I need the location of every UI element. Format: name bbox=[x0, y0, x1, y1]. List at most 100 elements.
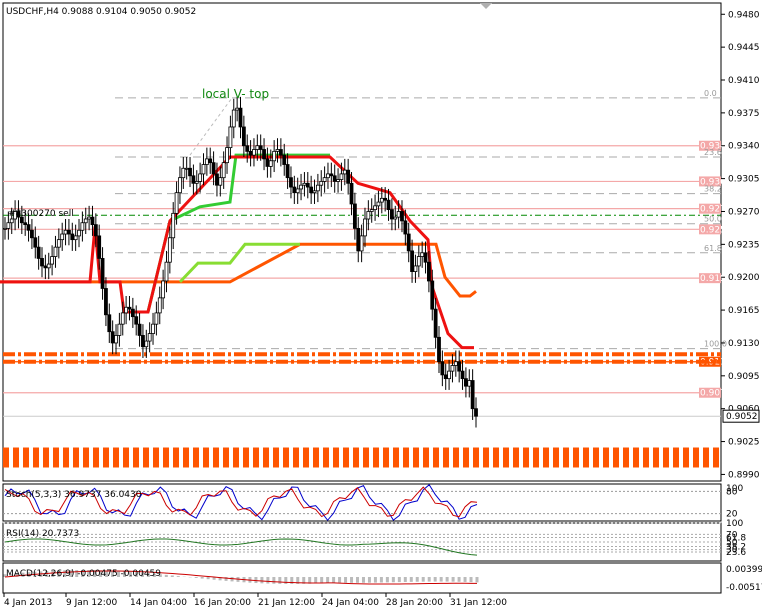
time-tick-label: 28 Jan 20:00 bbox=[386, 598, 443, 607]
candle-body bbox=[342, 169, 347, 175]
time-tick-label: 24 Jan 04:00 bbox=[322, 598, 379, 607]
candle-body bbox=[252, 149, 256, 156]
price-tick-label: 0.9410 bbox=[728, 76, 760, 86]
candle-body bbox=[359, 235, 364, 252]
price-tick-label: 0.9480 bbox=[728, 10, 760, 20]
candle-body bbox=[326, 173, 330, 179]
candle-body bbox=[117, 323, 122, 336]
candle-body bbox=[467, 380, 472, 387]
rsi-axis-label: 30 bbox=[726, 546, 738, 556]
candle-body bbox=[423, 252, 428, 263]
light-green-stop-line bbox=[178, 242, 300, 283]
candle-body bbox=[167, 237, 172, 263]
candle-body bbox=[198, 173, 203, 182]
candle-body bbox=[346, 169, 351, 184]
candle-body bbox=[255, 145, 260, 150]
candles bbox=[3, 96, 478, 428]
level-tag bbox=[699, 387, 721, 398]
candle-body bbox=[147, 333, 152, 342]
candle-body bbox=[464, 378, 468, 387]
candle-body bbox=[130, 308, 135, 318]
candle-body bbox=[386, 199, 391, 211]
candle-body bbox=[124, 306, 129, 314]
fib-label: 38.2 bbox=[704, 185, 722, 194]
candle-body bbox=[16, 211, 21, 218]
candle-body bbox=[379, 197, 384, 203]
level-tag bbox=[699, 273, 721, 284]
price-tick-label: 0.8990 bbox=[728, 470, 760, 480]
candle-body bbox=[50, 256, 54, 265]
rsi-label: RSI(14) 20.7373 bbox=[6, 529, 79, 539]
candle-body bbox=[440, 361, 445, 376]
candle-body bbox=[30, 229, 34, 239]
level-tag bbox=[699, 176, 721, 187]
candle-body bbox=[36, 246, 41, 259]
candle-body bbox=[235, 107, 240, 111]
candle-body bbox=[460, 370, 465, 380]
price-tick-label: 0.9130 bbox=[728, 339, 760, 349]
current-price-box bbox=[722, 409, 760, 423]
candle-body bbox=[144, 340, 149, 348]
macd-signal-line bbox=[4, 570, 478, 585]
candle-body bbox=[272, 150, 277, 162]
candle-body bbox=[194, 181, 199, 184]
time-tick-label: 14 Jan 04:00 bbox=[130, 598, 187, 607]
candle-body bbox=[164, 261, 169, 282]
candle-body bbox=[40, 258, 44, 267]
price-tick-label: 0.9025 bbox=[728, 438, 760, 448]
price-tick-label: 0.9095 bbox=[728, 372, 760, 382]
candle-body bbox=[134, 316, 139, 325]
current-price-label: 0.9052 bbox=[726, 412, 758, 422]
candle-body bbox=[450, 365, 455, 372]
candle-body bbox=[9, 218, 14, 224]
candle-body bbox=[26, 224, 31, 231]
red-stop-line bbox=[0, 155, 474, 350]
candle-body bbox=[110, 331, 115, 344]
candle-body bbox=[90, 216, 95, 226]
candle-body bbox=[426, 261, 431, 282]
rsi-axis-label: 38.2 bbox=[726, 542, 746, 552]
shift-marker-icon[interactable] bbox=[480, 3, 492, 9]
candle-body bbox=[285, 164, 290, 179]
horizontal-levels: 0.9340 0.9302 0.9273 0.9251 0.9199 0.9110 0.90… bbox=[3, 140, 732, 468]
candle-body bbox=[447, 370, 451, 380]
candle-body bbox=[141, 335, 145, 348]
level-tag-label: 0.9340 bbox=[700, 142, 732, 152]
rsi-axis-label: 61.8 bbox=[726, 534, 746, 544]
candle-body bbox=[33, 237, 38, 248]
candle-body bbox=[181, 167, 186, 179]
candle-body bbox=[319, 181, 324, 186]
level-tag-label: 0.9251 bbox=[700, 225, 732, 235]
candle-body bbox=[262, 149, 266, 160]
stoch-axis-label: 20 bbox=[726, 510, 738, 520]
orange-stop-line bbox=[0, 242, 477, 298]
candle-body bbox=[356, 227, 361, 252]
macd-axis-label: -0.00517 bbox=[726, 583, 762, 593]
stoch-signal-line bbox=[4, 486, 478, 518]
price-tick-label: 0.9165 bbox=[728, 306, 760, 316]
candle-body bbox=[221, 162, 226, 179]
macd-axis-label: 0.00399 bbox=[726, 565, 762, 575]
candle-body bbox=[410, 250, 414, 272]
macd-label: MACD(12,26,9) -0.00475 -0.00459 bbox=[6, 569, 161, 579]
candle-body bbox=[275, 149, 280, 152]
candle-body bbox=[389, 209, 394, 220]
candle-body bbox=[120, 312, 125, 325]
candle-body bbox=[299, 184, 303, 190]
candle-body bbox=[208, 158, 213, 164]
symbol-header: USDCHF,H4 0.9088 0.9104 0.9050 0.9052 bbox=[6, 7, 196, 17]
price-axis: 0.9480 0.9445 0.9410 0.9375 0.9340 0.9305 0.92… bbox=[721, 10, 760, 480]
sub-indicators: 10080201007061.85038.23023.60.00399-0.00… bbox=[3, 483, 762, 593]
stoch-main-line bbox=[4, 483, 478, 522]
candle-body bbox=[215, 173, 219, 186]
candle-body bbox=[315, 184, 320, 192]
candle-body bbox=[470, 380, 475, 410]
candle-body bbox=[430, 280, 435, 310]
candle-body bbox=[305, 182, 310, 188]
fib-label: 50.0 bbox=[704, 215, 722, 224]
candle-body bbox=[406, 233, 411, 252]
candle-body bbox=[376, 201, 381, 207]
candle-body bbox=[211, 162, 216, 175]
candle-body bbox=[453, 361, 458, 366]
